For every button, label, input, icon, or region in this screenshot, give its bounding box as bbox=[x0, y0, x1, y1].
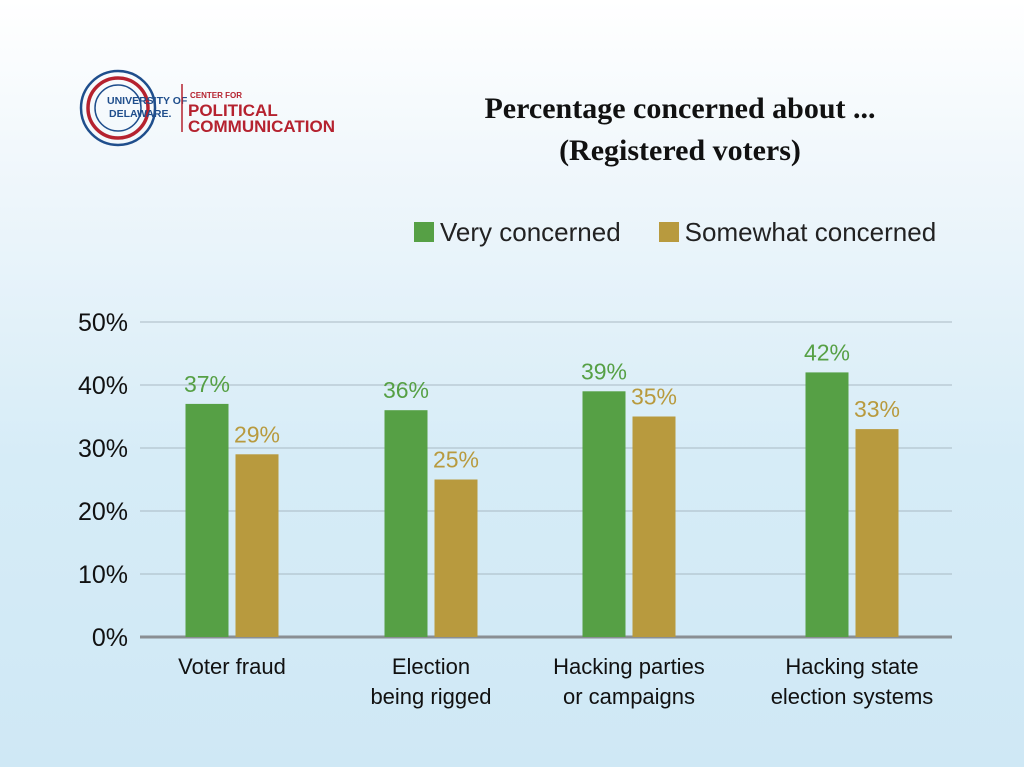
x-tick-label: Voter fraud bbox=[178, 654, 286, 679]
data-label: 36% bbox=[383, 377, 429, 403]
x-tick-label: being rigged bbox=[370, 684, 491, 709]
y-tick-label: 10% bbox=[78, 561, 128, 589]
y-tick-label: 40% bbox=[78, 372, 128, 400]
y-tick-label: 20% bbox=[78, 498, 128, 526]
logo-university-line2: DELAWARE. bbox=[109, 108, 172, 120]
bar bbox=[235, 454, 279, 637]
legend-item-very: Very concerned bbox=[414, 217, 621, 248]
legend-swatch-very bbox=[414, 222, 434, 242]
legend: Very concerned Somewhat concerned bbox=[414, 214, 936, 250]
bar bbox=[582, 391, 626, 637]
legend-label-very: Very concerned bbox=[440, 216, 621, 247]
data-label: 25% bbox=[433, 447, 479, 473]
data-label: 42% bbox=[804, 339, 850, 365]
logo-inner-ring bbox=[94, 84, 142, 132]
y-tick-label: 50% bbox=[78, 309, 128, 337]
data-label: 29% bbox=[234, 421, 280, 447]
x-tick-label: Hacking state bbox=[785, 654, 918, 679]
x-tick-label: election systems bbox=[771, 684, 934, 709]
x-tick-label: Hacking parties bbox=[553, 654, 705, 679]
legend-swatch-somewhat bbox=[658, 222, 679, 242]
bar bbox=[384, 410, 428, 637]
bar bbox=[632, 416, 676, 637]
y-tick-label: 0% bbox=[92, 624, 128, 652]
bar bbox=[434, 479, 478, 637]
chart-title-block: Percentage concerned about ... (Register… bbox=[380, 88, 980, 172]
data-label: 35% bbox=[631, 384, 677, 410]
legend-label-somewhat: Somewhat concerned bbox=[684, 216, 937, 247]
x-tick-label: Election bbox=[392, 654, 470, 679]
logo: UNIVERSITY OF DELAWARE. CENTER FOR POLIT… bbox=[78, 68, 338, 150]
logo-middle-ring bbox=[86, 76, 150, 140]
logo-outer-ring bbox=[79, 69, 157, 147]
data-label: 39% bbox=[581, 358, 627, 384]
bar bbox=[855, 429, 899, 637]
legend-item-somewhat: Somewhat concerned bbox=[658, 216, 937, 248]
chart-subtitle: (Registered voters) bbox=[559, 134, 801, 167]
logo-university-line1: UNIVERSITY OF bbox=[107, 95, 188, 107]
bar bbox=[805, 372, 849, 637]
logo-center-for: CENTER FOR bbox=[190, 91, 242, 100]
logo-political: POLITICAL bbox=[188, 101, 278, 120]
data-label: 33% bbox=[854, 396, 900, 422]
y-tick-label: 30% bbox=[78, 435, 128, 463]
bar bbox=[185, 403, 229, 637]
chart-title: Percentage concerned about ... bbox=[484, 92, 876, 125]
logo-communication: COMMUNICATION bbox=[188, 117, 335, 136]
data-label: 37% bbox=[184, 371, 230, 397]
x-tick-label: or campaigns bbox=[563, 684, 695, 709]
